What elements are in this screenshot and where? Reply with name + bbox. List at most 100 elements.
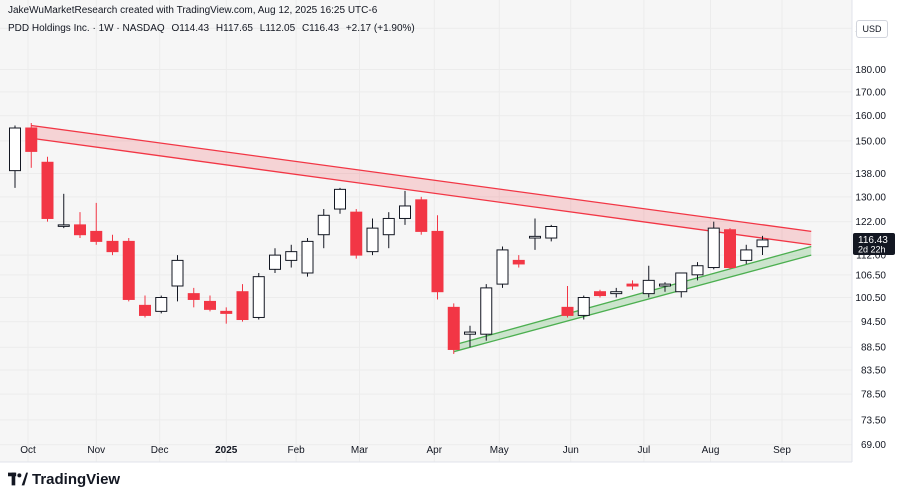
- candle-body: [642, 279, 655, 295]
- candle-body: [610, 291, 623, 295]
- x-tick-label: Oct: [20, 445, 36, 456]
- x-tick-label: Nov: [87, 445, 105, 456]
- candle[interactable]: [707, 221, 720, 270]
- candle-body: [350, 211, 363, 256]
- candle[interactable]: [57, 193, 70, 229]
- symbol-info-line[interactable]: PDD Holdings Inc. · 1W · NASDAQ O114.43 …: [8, 22, 419, 36]
- y-tick-label: 138.00: [855, 169, 886, 180]
- candle[interactable]: [252, 272, 265, 320]
- candle[interactable]: [724, 228, 736, 270]
- candle[interactable]: [399, 190, 411, 225]
- candle-body: [707, 227, 720, 269]
- candle[interactable]: [480, 284, 493, 341]
- candle[interactable]: [431, 215, 444, 300]
- candle[interactable]: [317, 209, 330, 249]
- candle[interactable]: [204, 295, 216, 312]
- candle-body: [90, 230, 103, 242]
- support-line-lower: [453, 254, 812, 353]
- low-value: L112.05: [259, 23, 296, 34]
- candle[interactable]: [512, 255, 525, 268]
- candle[interactable]: [90, 202, 103, 245]
- resistance-line-lower: [31, 137, 812, 246]
- candle[interactable]: [334, 187, 346, 214]
- candle-body: [139, 304, 151, 316]
- x-tick-label: May: [490, 445, 509, 456]
- resistance-line-upper: [31, 124, 812, 233]
- tradingview-logo[interactable]: TradingView: [8, 470, 120, 488]
- candle[interactable]: [626, 280, 639, 290]
- candle[interactable]: [675, 272, 688, 298]
- candle-body: [594, 291, 606, 297]
- candle[interactable]: [139, 295, 151, 318]
- candle[interactable]: [642, 265, 655, 298]
- candle-body: [577, 296, 590, 316]
- candle[interactable]: [529, 218, 541, 250]
- candle[interactable]: [496, 246, 509, 288]
- candle-body: [561, 306, 574, 316]
- candle-body: [626, 283, 639, 287]
- grid: [0, 0, 852, 462]
- y-tick-label: 150.00: [855, 136, 886, 147]
- candle[interactable]: [106, 234, 119, 256]
- candle[interactable]: [236, 284, 249, 322]
- candle[interactable]: [382, 212, 395, 249]
- y-tick-label: 100.50: [855, 293, 886, 304]
- candle-body: [545, 225, 558, 239]
- candle[interactable]: [756, 235, 769, 255]
- candle[interactable]: [545, 224, 558, 242]
- candle[interactable]: [285, 244, 298, 268]
- candle[interactable]: [74, 212, 86, 239]
- price-axis[interactable]: 200.00180.00170.00160.00150.00138.00130.…: [851, 0, 886, 462]
- x-tick-label: Feb: [288, 445, 306, 456]
- candle[interactable]: [220, 307, 233, 324]
- candle-body: [204, 300, 216, 310]
- x-tick-label: Jul: [637, 445, 650, 456]
- candle[interactable]: [594, 289, 606, 298]
- candle[interactable]: [301, 238, 314, 277]
- candle-body: [529, 235, 541, 239]
- candle[interactable]: [415, 196, 428, 235]
- y-tick-label: 106.50: [855, 270, 886, 281]
- x-tick-label: Dec: [151, 445, 169, 456]
- change-value: +2.17 (+1.90%): [345, 23, 415, 34]
- x-tick-label: Jun: [563, 445, 579, 456]
- candle[interactable]: [171, 255, 184, 302]
- candle[interactable]: [561, 285, 574, 318]
- candle[interactable]: [155, 295, 168, 314]
- candle-body: [675, 272, 688, 293]
- candle-body: [9, 127, 21, 172]
- currency-button[interactable]: USD: [856, 20, 888, 38]
- candle[interactable]: [122, 238, 135, 302]
- candle[interactable]: [41, 156, 54, 222]
- candle-body: [41, 161, 54, 219]
- x-tick-label: Aug: [702, 445, 720, 456]
- candle[interactable]: [610, 287, 623, 298]
- candle[interactable]: [659, 282, 671, 292]
- x-tick-label: 2025: [215, 445, 238, 456]
- symbol-label: PDD Holdings Inc. · 1W · NASDAQ: [8, 23, 165, 34]
- candle-body: [155, 296, 168, 312]
- candle-body: [659, 283, 671, 287]
- candle[interactable]: [464, 325, 476, 348]
- candle[interactable]: [366, 218, 379, 256]
- trendline-bands: [31, 124, 812, 353]
- candle[interactable]: [740, 244, 753, 264]
- candle[interactable]: [25, 122, 38, 168]
- candle[interactable]: [350, 209, 363, 259]
- y-tick-label: 122.00: [855, 217, 886, 228]
- time-axis[interactable]: Oct Nov Dec 2025 Feb Mar Apr May Jun Jul Aug Sep: [0, 445, 852, 463]
- candle-body: [171, 259, 184, 287]
- candle[interactable]: [577, 295, 590, 320]
- candle[interactable]: [9, 125, 21, 188]
- candle-body: [447, 306, 460, 350]
- candle[interactable]: [691, 262, 704, 281]
- candle-body: [317, 214, 330, 236]
- candle[interactable]: [269, 248, 281, 273]
- candle-body: [236, 291, 249, 321]
- candle-body: [366, 227, 379, 253]
- candle[interactable]: [447, 303, 460, 354]
- candle[interactable]: [187, 287, 200, 308]
- y-tick-label: 94.50: [861, 317, 886, 328]
